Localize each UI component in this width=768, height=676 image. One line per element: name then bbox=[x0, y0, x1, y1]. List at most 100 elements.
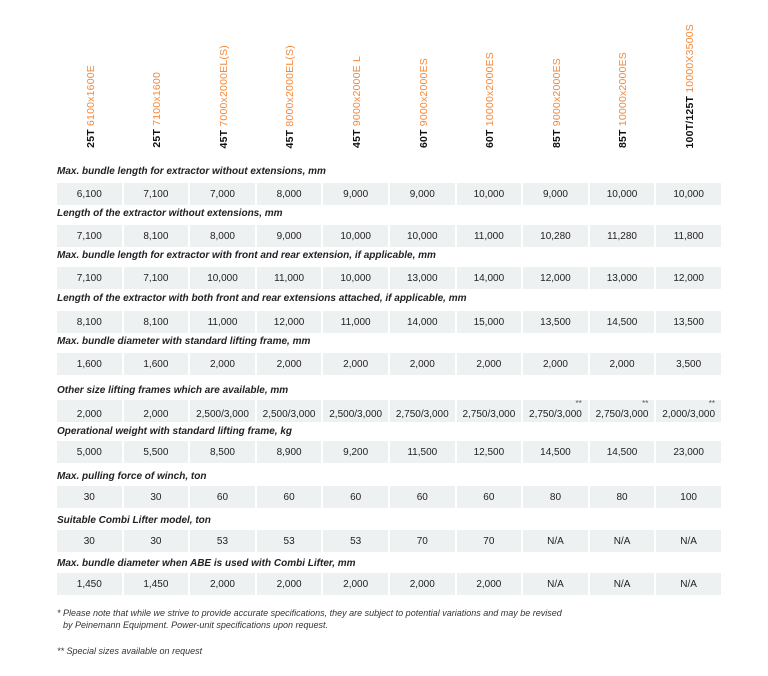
model-header: 85T 10000x2000ES bbox=[590, 8, 657, 148]
table-cell: N/A bbox=[589, 573, 655, 595]
table-cell: 7,100 bbox=[123, 267, 189, 289]
cell-value: 11,000 bbox=[473, 230, 504, 242]
table-cell: N/A bbox=[656, 530, 721, 552]
table-cell: 60 bbox=[389, 486, 455, 508]
special-size-mark: ** bbox=[708, 399, 715, 408]
cell-value: 1,600 bbox=[76, 358, 102, 370]
table-cell: 8,000 bbox=[256, 183, 322, 205]
model-header: 45T 8000x2000EL(S) bbox=[257, 8, 324, 148]
cell-value: 13,000 bbox=[606, 272, 638, 284]
table-cell: 13,500 bbox=[523, 311, 588, 333]
table-row: 1,600 1,600 2,000 2,000 2,000 2,000 2,000 2,000… bbox=[57, 353, 721, 375]
cell-value: 7,100 bbox=[143, 272, 169, 284]
table-cell: 9,000 bbox=[323, 183, 388, 205]
footnote-line-1: * Please note that while we strive to pr… bbox=[57, 608, 562, 618]
row-label: Max. bundle length for extractor with fr… bbox=[57, 250, 436, 261]
table-cell: 2,000 bbox=[589, 353, 655, 375]
table-cell: 14,500 bbox=[589, 441, 655, 463]
table-cell: 2,500/3,000 bbox=[190, 400, 255, 422]
table-row: 1,450 1,450 2,000 2,000 2,000 2,000 2,000 N/A N/… bbox=[57, 573, 721, 595]
table-cell: 70 bbox=[456, 530, 522, 552]
table-cell: 60 bbox=[456, 486, 522, 508]
cell-value: 23,000 bbox=[673, 446, 704, 458]
cell-value: 11,000 bbox=[207, 316, 238, 328]
table-cell: 8,000 bbox=[190, 225, 255, 247]
table-cell: 8,900 bbox=[256, 441, 322, 463]
table-cell: 13,500 bbox=[656, 311, 721, 333]
cell-value: 2,000 bbox=[343, 578, 369, 590]
cell-value: 1,450 bbox=[143, 578, 169, 590]
table-cell: 2,000 bbox=[323, 353, 388, 375]
table-cell: 23,000 bbox=[656, 441, 721, 463]
table-cell: 6,100 bbox=[57, 183, 122, 205]
cell-value: 2,750/3,000 bbox=[462, 408, 516, 420]
cell-value: 2,000 bbox=[343, 358, 369, 370]
cell-value: 2,000 bbox=[409, 358, 435, 370]
table-cell: 10,000 bbox=[323, 225, 388, 247]
cell-value: 14,500 bbox=[540, 446, 571, 458]
special-size-mark: ** bbox=[642, 399, 649, 408]
cell-value: 60 bbox=[416, 491, 428, 503]
table-cell: 12,000 bbox=[656, 267, 721, 289]
table-cell: 2,500/3,000 bbox=[323, 400, 388, 422]
model-header: 60T 10000x2000ES bbox=[457, 8, 524, 148]
table-cell: 80 bbox=[589, 486, 655, 508]
cell-value: 2,000 bbox=[209, 358, 235, 370]
table-cell: 1,600 bbox=[123, 353, 189, 375]
table-cell: 30 bbox=[123, 530, 189, 552]
cell-value: 100 bbox=[680, 491, 697, 503]
cell-value: 11,280 bbox=[607, 230, 637, 242]
cell-value: 8,000 bbox=[209, 230, 235, 242]
cell-value: 8,000 bbox=[276, 188, 302, 200]
table-cell: 14,500 bbox=[523, 441, 588, 463]
table-cell: 9,000 bbox=[389, 183, 455, 205]
model-tonnage: 45T bbox=[350, 129, 363, 148]
cell-value: N/A bbox=[547, 578, 564, 590]
cell-value: 9,000 bbox=[409, 188, 435, 200]
table-cell: 2,500/3,000 bbox=[256, 400, 322, 422]
model-tonnage: 85T bbox=[617, 129, 630, 148]
cell-value: N/A bbox=[613, 578, 631, 590]
table-row: 7,100 8,100 8,000 9,000 10,000 10,000 11,000 10… bbox=[57, 225, 721, 247]
cell-value: 2,000 bbox=[276, 578, 302, 590]
table-cell: 30 bbox=[57, 530, 122, 552]
cell-value: 12,000 bbox=[540, 272, 571, 284]
cell-value: 2,750/3,000 bbox=[595, 408, 649, 420]
cell-value: 10,000 bbox=[406, 230, 438, 242]
table-cell: 5,500 bbox=[123, 441, 189, 463]
table-cell: 3,500 bbox=[656, 353, 721, 375]
table-cell: 14,000 bbox=[389, 311, 455, 333]
cell-value: 2,000 bbox=[409, 578, 435, 590]
cell-value: 10,000 bbox=[340, 272, 371, 284]
row-label: Suitable Combi Lifter model, ton bbox=[57, 515, 211, 526]
table-cell: 2,000 bbox=[456, 573, 522, 595]
row-label: Length of the extractor with both front … bbox=[57, 293, 467, 304]
table-cell: 11,000 bbox=[190, 311, 255, 333]
table-cell: 12,500 bbox=[456, 441, 522, 463]
footnote-line-2: by Peinemann Equipment. Power-unit speci… bbox=[63, 620, 328, 630]
cell-value: 30 bbox=[150, 491, 162, 503]
cell-value: 10,000 bbox=[673, 188, 704, 200]
table-cell: 60 bbox=[190, 486, 255, 508]
table-cell: 2,000 bbox=[190, 573, 255, 595]
cell-value: 2,000/3,000 bbox=[662, 408, 716, 420]
table-cell: 8,100 bbox=[57, 311, 122, 333]
cell-value: 14,000 bbox=[406, 316, 438, 328]
cell-value: 6,100 bbox=[76, 188, 102, 200]
cell-value: 9,000 bbox=[343, 188, 369, 200]
cell-value: 30 bbox=[83, 491, 95, 503]
cell-value: 53 bbox=[283, 535, 295, 547]
cell-value: 2,000 bbox=[209, 578, 235, 590]
cell-value: 11,000 bbox=[274, 272, 304, 284]
cell-value: 8,100 bbox=[76, 316, 102, 328]
cell-value: 2,000 bbox=[276, 358, 302, 370]
table-cell: 2,000 bbox=[389, 573, 455, 595]
cell-value: 9,200 bbox=[343, 446, 369, 458]
table-cell: 53 bbox=[323, 530, 388, 552]
model-tonnage: 60T bbox=[417, 129, 430, 148]
table-cell: 9,000 bbox=[523, 183, 588, 205]
cell-value: 14,500 bbox=[606, 316, 638, 328]
cell-value: 5,000 bbox=[76, 446, 102, 458]
cell-value: 2,500/3,000 bbox=[262, 408, 316, 420]
model-tonnage: 45T bbox=[217, 129, 230, 148]
